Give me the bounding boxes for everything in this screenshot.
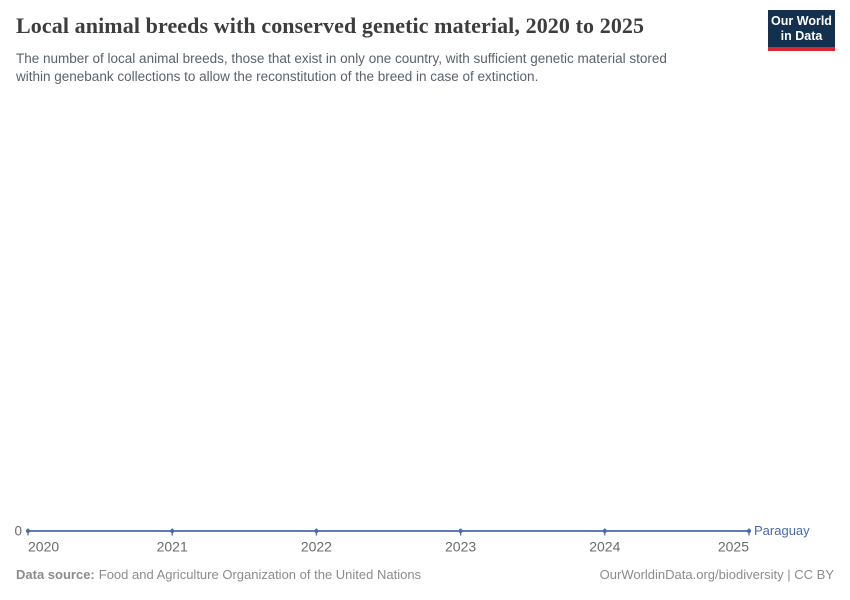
chart-footer: Data source: Food and Agriculture Organiz… <box>16 567 834 582</box>
chart-title: Local animal breeds with conserved genet… <box>16 13 645 38</box>
owid-license-link[interactable]: OurWorldinData.org/biodiversity | CC BY <box>599 567 834 582</box>
owid-logo-line-2: in Data <box>780 29 823 43</box>
data-point[interactable] <box>314 529 319 533</box>
x-tick-label: 2020 <box>28 539 59 555</box>
x-tick-label: 2022 <box>301 539 332 555</box>
chart-area: 2020 2021 2022 2023 2024 2025 0 Paraguay <box>0 510 850 565</box>
x-tick-label: 2024 <box>589 539 620 555</box>
data-point[interactable] <box>458 529 463 533</box>
line-chart: 2020 2021 2022 2023 2024 2025 0 Paraguay <box>14 523 810 555</box>
y-zero-label: 0 <box>14 524 22 539</box>
x-tick-label: 2025 <box>718 539 749 555</box>
owid-logo: Our World in Data <box>768 10 835 51</box>
chart-subtitle-line-2: within genebank collections to allow the… <box>16 69 539 84</box>
data-point[interactable] <box>602 529 607 533</box>
series-label-paraguay[interactable]: Paraguay <box>754 523 810 538</box>
data-point[interactable] <box>747 529 751 533</box>
x-tick-label: 2021 <box>157 539 188 555</box>
chart-subtitle-line-1: The number of local animal breeds, those… <box>16 51 667 66</box>
data-source-label: Data source: <box>16 567 95 582</box>
x-tick-label: 2023 <box>445 539 476 555</box>
data-source: Data source: Food and Agriculture Organiz… <box>16 567 421 582</box>
owid-logo-line-1: Our World <box>771 14 832 28</box>
data-point[interactable] <box>170 529 175 533</box>
chart-subtitle: The number of local animal breeds, those… <box>16 50 746 86</box>
data-point[interactable] <box>26 529 30 533</box>
data-source-text: Food and Agriculture Organization of the… <box>98 567 422 582</box>
